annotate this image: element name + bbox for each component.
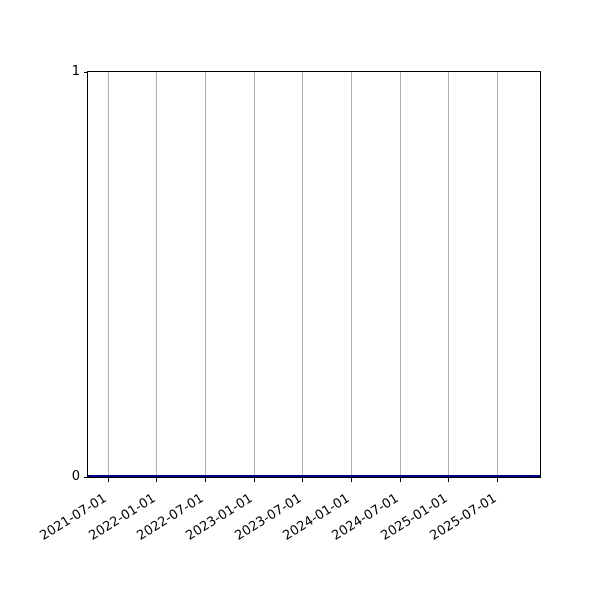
- y-tick-mark: [84, 71, 88, 73]
- x-tick-mark: [302, 478, 304, 482]
- y-tick-mark: [84, 476, 88, 478]
- x-tick-mark: [448, 478, 450, 482]
- x-gridline: [351, 72, 352, 477]
- x-tick-mark: [351, 478, 352, 482]
- x-tick-mark: [107, 478, 109, 482]
- x-gridline: [204, 72, 206, 477]
- x-tick-mark: [253, 478, 255, 482]
- y-tick-label: 1: [71, 64, 80, 79]
- x-gridline: [302, 72, 304, 477]
- x-tick-mark: [204, 478, 206, 482]
- x-gridline: [448, 72, 450, 477]
- x-tick-mark: [156, 478, 158, 482]
- x-gridline: [156, 72, 158, 477]
- x-gridline: [107, 72, 109, 477]
- y-tick-label: 0: [71, 469, 80, 484]
- x-gridline: [399, 72, 401, 477]
- data-line-series-1: [88, 475, 540, 477]
- x-tick-mark: [497, 478, 499, 482]
- x-gridline: [253, 72, 255, 477]
- x-tick-mark: [399, 478, 401, 482]
- x-gridline: [497, 72, 499, 477]
- plot-area: [87, 71, 541, 478]
